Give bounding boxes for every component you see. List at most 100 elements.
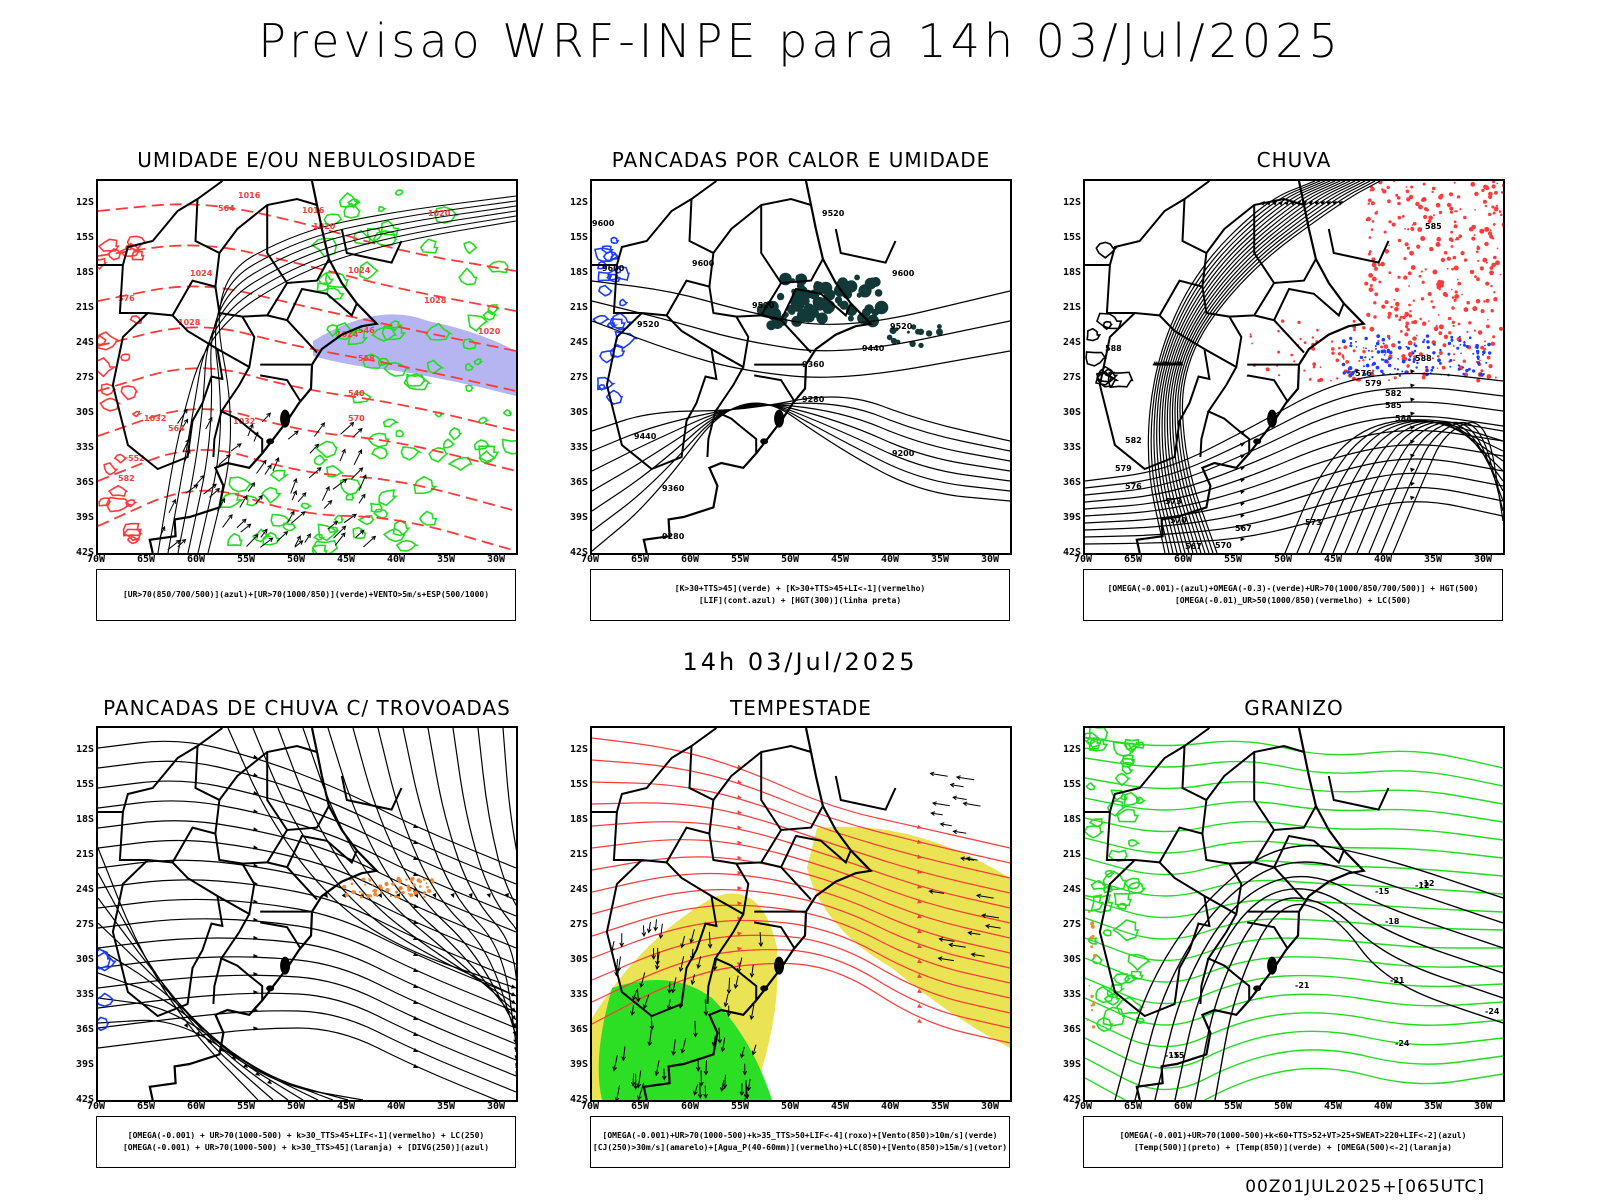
- contour-label: 1024: [348, 266, 371, 275]
- contour-label: 1032: [233, 417, 255, 426]
- lon-tick-label: 40W: [1373, 554, 1393, 565]
- contour-label: -12: [1420, 879, 1434, 888]
- contour-label: 1020: [478, 327, 501, 336]
- contour-label: 570: [1170, 516, 1187, 525]
- green-humidity-contours: [310, 189, 516, 472]
- contour-label: 9440: [634, 432, 657, 441]
- contour-label: 9360: [662, 484, 685, 493]
- hgt500-south: [1284, 419, 1503, 553]
- contour-label: 9280: [802, 395, 825, 404]
- lat-tick-label: 15S: [75, 232, 94, 243]
- lon-tick-label: 35W: [930, 1101, 950, 1112]
- contour-label: 1016: [238, 191, 261, 200]
- lon-tick-label: 70W: [86, 1101, 106, 1112]
- contour-label: -21: [1390, 976, 1405, 985]
- contour-label: 585: [1425, 222, 1442, 231]
- map-panel: 1016 1016 1020 1020 1024 1024 1028 1028 1032 1032…: [96, 179, 518, 555]
- wind850-vectors-east: [928, 771, 1001, 962]
- contour-label: -15: [1375, 887, 1390, 896]
- thunderstorm-orange-area: [342, 876, 435, 899]
- convection-cells-east: [886, 324, 943, 349]
- lon-tick-label: 60W: [680, 1101, 700, 1112]
- contour-label: 567: [1185, 542, 1202, 551]
- lat-tick-label: 12S: [1062, 744, 1081, 755]
- contour-label: 9520: [822, 209, 845, 218]
- lon-tick-label: 45W: [830, 554, 850, 565]
- lat-tick-label: 30S: [75, 954, 94, 965]
- lon-tick-label: 60W: [680, 554, 700, 565]
- contour-label: 582: [1125, 436, 1142, 445]
- lc500-streamlines: [1085, 369, 1503, 545]
- lat-tick-label: 12S: [1062, 197, 1081, 208]
- contour-label: 9200: [892, 449, 915, 458]
- lat-tick-label: 33S: [1062, 989, 1081, 1000]
- contour-label: 9440: [862, 344, 885, 353]
- panel-title: PANCADAS POR CALOR E UMIDADE: [611, 148, 991, 172]
- contour-label: 9600: [592, 219, 615, 228]
- contour-label: 546: [358, 326, 375, 335]
- lat-tick-label: 39S: [1062, 1059, 1081, 1070]
- page-title: Previsao WRF-INPE para 14h 03/Jul/2025: [258, 14, 1342, 68]
- lat-tick-label: 24S: [1062, 337, 1081, 348]
- panel-title: TEMPESTADE: [730, 696, 872, 720]
- lon-tick-label: 45W: [336, 554, 356, 565]
- lat-tick-label: 36S: [569, 1024, 588, 1035]
- lat-tick-label: 42S: [75, 547, 94, 558]
- lat-tick-label: 21S: [75, 849, 94, 860]
- lon-tick-label: 40W: [880, 1101, 900, 1112]
- lat-tick-label: 27S: [75, 919, 94, 930]
- panel-legend: [OMEGA(-0.001) + UR>70(1000-500) + k>30_…: [96, 1116, 516, 1168]
- lon-tick-label: 70W: [580, 554, 600, 565]
- lat-tick-label: 18S: [1062, 814, 1081, 825]
- lon-tick-label: 30W: [980, 1101, 1000, 1112]
- panel-title: GRANIZO: [1244, 696, 1344, 720]
- panel-legend: [OMEGA(-0.001)+UR>70(1000-500)+k>35_TTS>…: [590, 1116, 1010, 1168]
- lon-tick-label: 55W: [236, 1101, 256, 1112]
- wind850-vectors: [610, 919, 764, 1100]
- lat-tick-label: 12S: [75, 744, 94, 755]
- rain-blue-area: [1341, 334, 1492, 378]
- lat-tick-label: 27S: [75, 372, 94, 383]
- legend-line: [OMEGA(-0.001)+UR>70(1000-500)+k>35_TTS>…: [602, 1131, 998, 1140]
- lon-tick-label: 40W: [1373, 1101, 1393, 1112]
- lon-tick-label: 50W: [1273, 1101, 1293, 1112]
- contour-label: 9280: [662, 532, 685, 541]
- lat-tick-label: 42S: [75, 1094, 94, 1105]
- lat-tick-label: 33S: [1062, 442, 1081, 453]
- lat-tick-label: 15S: [569, 232, 588, 243]
- lon-tick-label: 60W: [1173, 1101, 1193, 1112]
- lat-tick-label: 15S: [569, 779, 588, 790]
- lon-tick-label: 30W: [1473, 554, 1493, 565]
- contour-label: 540: [348, 389, 365, 398]
- coastline-borders: [1085, 728, 1390, 1100]
- lon-tick-label: 55W: [730, 1101, 750, 1112]
- lon-tick-label: 30W: [486, 1101, 506, 1112]
- lon-tick-label: 45W: [336, 1101, 356, 1112]
- contour-label: 9600: [602, 264, 625, 273]
- lon-tick-label: 65W: [1123, 1101, 1143, 1112]
- legend-line: [OMEGA(-0.001) + UR>70(1000-500) + k>30_…: [122, 1143, 490, 1152]
- lon-tick-label: 50W: [780, 554, 800, 565]
- contour-label: 1032: [144, 414, 166, 423]
- lat-tick-label: 18S: [75, 814, 94, 825]
- lat-tick-label: 39S: [569, 1059, 588, 1070]
- valid-time-label: 14h 03/Jul/2025: [682, 648, 918, 676]
- contour-label: 588: [1415, 354, 1432, 363]
- contour-label: 1024: [336, 330, 359, 339]
- lat-tick-label: 27S: [569, 372, 588, 383]
- lat-tick-label: 24S: [1062, 884, 1081, 895]
- legend-line: [K>30+TTS>45](verde) + [K>30+TTS>45+LI<-…: [674, 584, 926, 593]
- legend-line: [CJ(250)>30m/s](amarelo)+[Agua_P(40-60mm…: [592, 1143, 1008, 1152]
- lat-tick-label: 21S: [569, 849, 588, 860]
- lat-tick-label: 42S: [569, 547, 588, 558]
- contour-label: 9520: [637, 320, 660, 329]
- contour-label: 9600: [692, 259, 715, 268]
- lat-tick-label: 24S: [75, 337, 94, 348]
- lon-tick-label: 30W: [486, 554, 506, 565]
- lon-tick-label: 60W: [186, 554, 206, 565]
- contour-label: 1028: [424, 296, 447, 305]
- lon-tick-label: 70W: [580, 1101, 600, 1112]
- lon-tick-label: 35W: [1423, 554, 1443, 565]
- lon-tick-label: 60W: [1173, 554, 1193, 565]
- legend-line: [OMEGA(-0.001)+UR>70(1000-500)+k<60+TTS>…: [1119, 1131, 1467, 1140]
